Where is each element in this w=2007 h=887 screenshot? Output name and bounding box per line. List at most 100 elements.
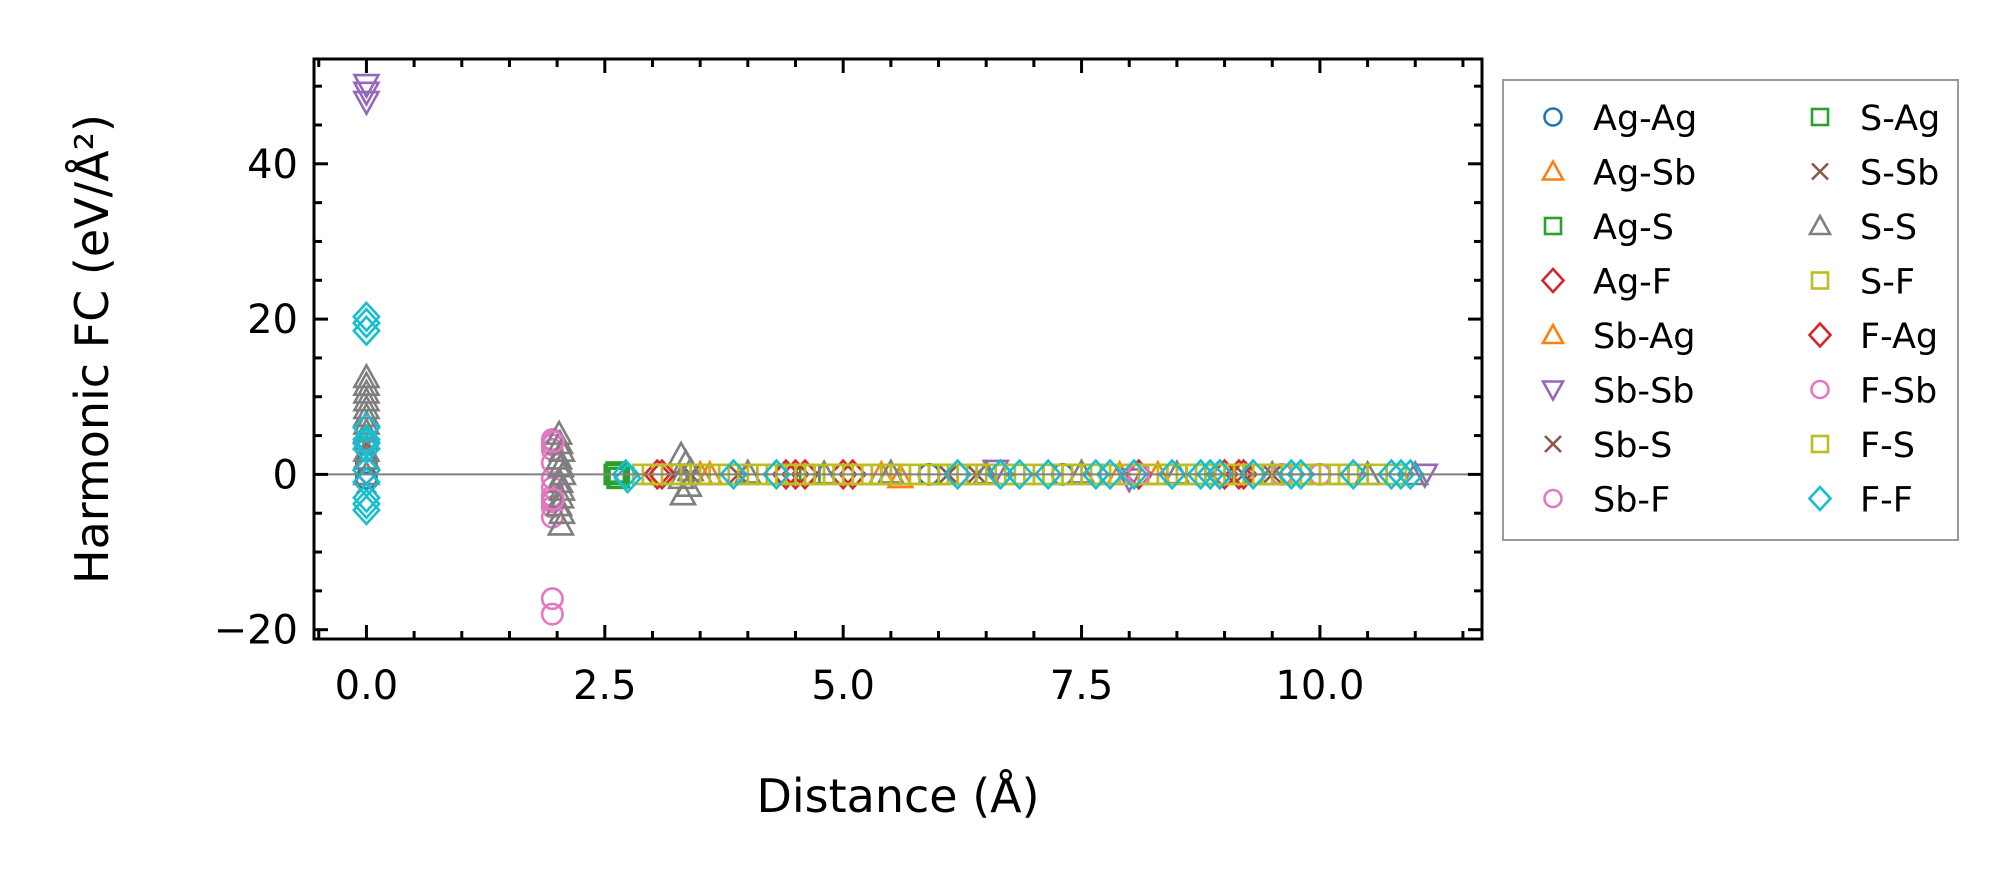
y-tick-labels: −20 0 20 40 xyxy=(214,142,298,654)
series-s-s xyxy=(352,362,1430,536)
data-point xyxy=(352,362,381,389)
data-point xyxy=(1157,458,1187,491)
legend-entry-f-s: F-S xyxy=(1810,426,1915,466)
legend-label: F-F xyxy=(1860,481,1913,521)
legend-entry-sb-s: Sb-S xyxy=(1544,426,1672,466)
data-point xyxy=(352,433,381,465)
legend-marker-icon xyxy=(1807,213,1833,236)
data-point xyxy=(1205,458,1235,491)
data-points xyxy=(352,73,1440,626)
legend-entry-f-ag: F-Ag xyxy=(1807,317,1938,357)
data-point xyxy=(1119,458,1149,491)
legend-label: F-S xyxy=(1860,426,1915,466)
legend-label: F-Ag xyxy=(1860,317,1938,357)
legend-entry-s-sb: S-Sb xyxy=(1811,154,1939,194)
legend-entry-s-f: S-F xyxy=(1810,263,1915,303)
data-point xyxy=(540,602,564,626)
legend-label: Sb-F xyxy=(1593,481,1670,521)
data-point xyxy=(352,494,381,526)
legend-label: S-S xyxy=(1860,208,1917,248)
data-point xyxy=(1286,458,1316,491)
legend-entry-sb-f: Sb-F xyxy=(1543,481,1670,521)
data-point xyxy=(352,315,381,347)
legend-label: S-F xyxy=(1860,263,1915,303)
data-point xyxy=(762,458,791,491)
legend-marker-icon xyxy=(1807,321,1833,349)
data-point xyxy=(352,385,381,412)
legend-frame xyxy=(1502,79,1959,541)
y-axis-label: Harmonic FC (eV/Å²) xyxy=(65,114,119,584)
data-point xyxy=(352,378,381,404)
x-tick-label: 5.0 xyxy=(811,663,875,709)
legend-label: Ag-Ag xyxy=(1593,99,1697,139)
data-point xyxy=(986,458,1015,491)
data-point xyxy=(352,412,381,444)
legend-label: S-Sb xyxy=(1860,154,1939,194)
data-point xyxy=(352,90,381,117)
data-point xyxy=(352,73,381,100)
data-point xyxy=(352,423,381,456)
data-point xyxy=(1386,458,1416,491)
data-point xyxy=(943,458,972,491)
series-sb-sb xyxy=(352,73,1440,494)
data-point xyxy=(719,458,748,491)
legend-label: Ag-F xyxy=(1593,263,1672,303)
legend-marker-icon xyxy=(1543,216,1563,236)
legend-marker-icon xyxy=(1544,435,1562,453)
legend-label: Sb-S xyxy=(1593,426,1672,466)
legend-entry-ag-ag: Ag-Ag xyxy=(1543,99,1697,139)
y-tick-label: 40 xyxy=(247,142,298,188)
legend-marker-icon xyxy=(1540,380,1566,403)
data-point xyxy=(545,428,575,455)
data-point xyxy=(352,301,381,333)
axes-frame xyxy=(312,57,1484,641)
legend-entry-sb-ag: Sb-Ag xyxy=(1540,317,1695,357)
data-point xyxy=(352,481,381,514)
legend-marker-icon xyxy=(1811,162,1829,181)
data-point xyxy=(541,487,565,511)
legend-label: Sb-Ag xyxy=(1593,317,1695,357)
data-point xyxy=(1396,458,1425,491)
x-tick-label: 7.5 xyxy=(1050,663,1114,709)
x-tick-label: 10.0 xyxy=(1275,663,1364,709)
data-point xyxy=(1033,458,1063,491)
data-point xyxy=(1377,458,1406,491)
x-tick-label: 0.0 xyxy=(335,663,399,709)
legend-marker-icon xyxy=(1810,271,1830,290)
legend-marker-icon xyxy=(1810,379,1830,400)
y-tick-label: 0 xyxy=(273,452,298,498)
data-point xyxy=(541,430,565,454)
legend-entry-s-s: S-S xyxy=(1807,208,1917,248)
data-point xyxy=(352,488,381,520)
data-point xyxy=(1005,458,1034,491)
data-point xyxy=(1238,458,1268,491)
data-point xyxy=(642,458,672,491)
x-tick-labels: 0.0 2.5 5.0 7.5 10.0 xyxy=(335,663,1365,709)
series-f-f xyxy=(352,301,1425,526)
data-point xyxy=(352,81,381,108)
legend-label: Ag-Sb xyxy=(1593,154,1696,194)
legend-marker-icon xyxy=(1540,267,1566,294)
axis-ticks xyxy=(314,59,1482,639)
legend-label: S-Ag xyxy=(1860,99,1940,139)
legend-entry-ag-sb: Ag-Sb xyxy=(1540,154,1696,194)
data-point xyxy=(1338,458,1368,491)
legend: Ag-Ag Ag-Sb Ag-S Ag-F Sb-Ag Sb-Sb Sb-S Sb-F S-Ag… xyxy=(1502,79,1959,541)
legend-marker-icon xyxy=(1807,485,1833,512)
data-point xyxy=(1410,463,1440,490)
data-point xyxy=(540,587,564,611)
data-point xyxy=(647,458,677,491)
data-point xyxy=(352,307,381,339)
data-point xyxy=(546,510,576,536)
data-point xyxy=(1186,458,1216,491)
legend-marker-icon xyxy=(1540,322,1566,345)
legend-label: Ag-S xyxy=(1593,208,1674,248)
data-point xyxy=(1195,458,1225,491)
legend-label: Sb-Sb xyxy=(1593,372,1695,412)
data-point xyxy=(546,451,576,478)
data-point xyxy=(668,479,698,506)
y-tick-label: −20 xyxy=(214,608,298,654)
data-point xyxy=(1276,458,1306,491)
data-point xyxy=(547,498,577,525)
